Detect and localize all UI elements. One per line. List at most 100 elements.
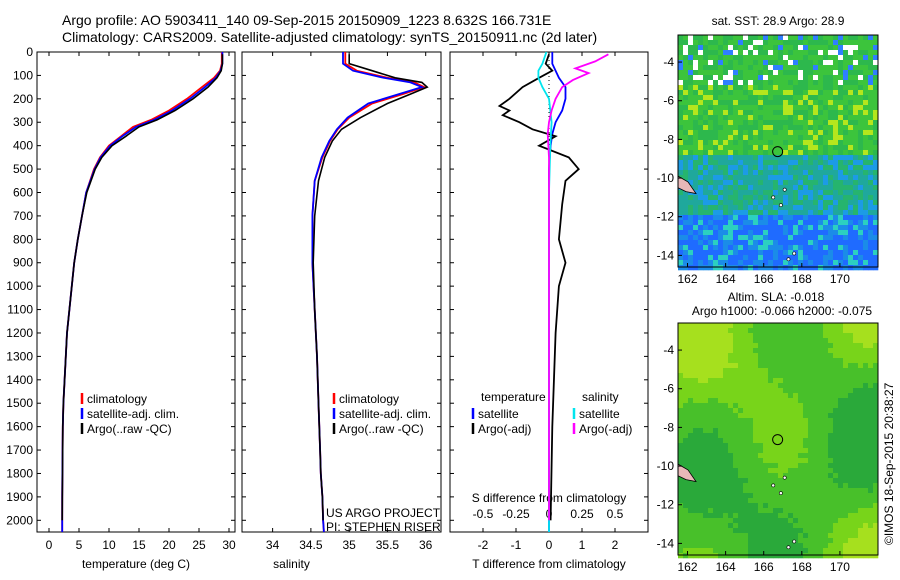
sla-map-cell	[798, 543, 804, 549]
sla-map-cell	[753, 538, 759, 544]
sla-map-cell	[848, 503, 854, 509]
sst-map-cell	[803, 190, 809, 196]
sst-map-cell	[853, 175, 859, 181]
sst-map-cell	[698, 160, 704, 166]
sst-map-cell	[768, 115, 774, 121]
sst-map-cell	[693, 145, 699, 151]
sst-map-cell	[833, 230, 839, 236]
sst-map-cell	[708, 255, 714, 261]
sla-map-cell	[713, 398, 719, 404]
sla-map-cell	[823, 448, 829, 454]
sla-map-cell	[833, 418, 839, 424]
sla-map-cell	[768, 513, 774, 519]
sla-map-cell	[793, 468, 799, 474]
sst-map-cell	[758, 65, 764, 71]
sla-map-cell	[718, 503, 724, 509]
sst-map-cell	[813, 170, 819, 176]
sst-map-cell	[718, 45, 724, 51]
sla-map-cell	[753, 443, 759, 449]
sst-map-cell	[803, 250, 809, 256]
sla-map-cell	[733, 553, 739, 559]
legend-header-salinity: salinity	[582, 390, 619, 404]
sst-map-cell	[778, 155, 784, 161]
sst-map-cell	[783, 175, 789, 181]
sla-map-cell	[803, 333, 809, 339]
diff-legend-label: Argo(-adj)	[478, 422, 531, 436]
sla-map-cell	[693, 393, 699, 399]
sst-map-cell	[708, 235, 714, 241]
sla-map-cell	[738, 438, 744, 444]
sst-map-cell	[698, 120, 704, 126]
sst-map-cell	[848, 195, 854, 201]
sst-map-cell	[753, 250, 759, 256]
sst-map-cell	[693, 260, 699, 266]
sst-map-cell	[808, 155, 814, 161]
sla-map-cell	[693, 538, 699, 544]
sla-map-cell	[813, 538, 819, 544]
sla-map-cell	[833, 413, 839, 419]
sst-map-cell	[793, 235, 799, 241]
map-y-tick-label: -6	[663, 94, 674, 108]
sla-map-cell	[683, 338, 689, 344]
sla-map-cell	[778, 503, 784, 509]
sla-map-cell	[823, 503, 829, 509]
sst-map-cell	[793, 170, 799, 176]
sst-map-cell	[858, 195, 864, 201]
sst-map-cell	[758, 170, 764, 176]
sla-map-cell	[818, 408, 824, 414]
sla-map-cell	[818, 418, 824, 424]
sst-map-cell	[763, 210, 769, 216]
sla-map-cell	[728, 483, 734, 489]
sst-map-cell	[808, 75, 814, 81]
sst-map-cell	[723, 240, 729, 246]
sst-map-cell	[813, 95, 819, 101]
sst-map-cell	[688, 60, 694, 66]
sst-map-cell	[738, 260, 744, 266]
sst-map-cell	[843, 190, 849, 196]
sla-map-cell	[718, 488, 724, 494]
sst-map-cell	[798, 235, 804, 241]
sla-map-cell	[863, 443, 869, 449]
sla-map-cell	[698, 383, 704, 389]
sst-map-cell	[868, 170, 874, 176]
sst-map-cell	[748, 170, 754, 176]
sla-map-cell	[773, 428, 779, 434]
sst-map-cell	[708, 170, 714, 176]
sst-map-cell	[773, 180, 779, 186]
sla-map-cell	[708, 398, 714, 404]
sst-map-cell	[858, 245, 864, 251]
sla-map-cell	[703, 348, 709, 354]
sst-map-cell	[798, 260, 804, 266]
sst-map-cell	[808, 140, 814, 146]
sst-map-cell	[763, 60, 769, 66]
sla-map-cell	[688, 398, 694, 404]
sst-map-cell	[798, 195, 804, 201]
sst-map-cell	[848, 100, 854, 106]
sla-map-cell	[748, 468, 754, 474]
sla-map-cell	[853, 423, 859, 429]
sst-map-cell	[788, 195, 794, 201]
sla-map-cell	[873, 553, 879, 559]
sla-map-cell	[708, 448, 714, 454]
sla-map-cell	[798, 438, 804, 444]
sst-map-cell	[873, 230, 879, 236]
sst-map-cell	[798, 35, 804, 41]
sla-map-cell	[733, 393, 739, 399]
sst-map-cell	[868, 160, 874, 166]
sst-map-cell	[708, 145, 714, 151]
sst-map-cell	[828, 125, 834, 131]
sst-map-cell	[678, 55, 684, 61]
sst-map-cell	[853, 260, 859, 266]
sla-map-cell	[788, 428, 794, 434]
sst-map-cell	[713, 255, 719, 261]
sst-map-cell	[833, 90, 839, 96]
sst-map-cell	[798, 40, 804, 46]
sla-map-cell	[713, 373, 719, 379]
sla-map-cell	[748, 403, 754, 409]
sst-map-cell	[793, 225, 799, 231]
sst-map-cell	[798, 100, 804, 106]
sst-map-cell	[808, 235, 814, 241]
sst-map-cell	[793, 260, 799, 266]
sst-map-cell	[693, 180, 699, 186]
sst-map-cell	[798, 145, 804, 151]
